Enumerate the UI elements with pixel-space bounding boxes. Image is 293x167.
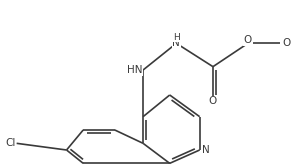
- Text: Cl: Cl: [5, 138, 16, 148]
- Text: N: N: [202, 145, 209, 155]
- Text: H: H: [173, 33, 180, 42]
- Text: N: N: [173, 38, 180, 48]
- Text: O: O: [244, 35, 252, 45]
- Text: O: O: [209, 96, 217, 106]
- Text: O: O: [282, 38, 291, 48]
- Text: O: O: [282, 38, 290, 48]
- Text: HN: HN: [127, 65, 142, 75]
- Text: H: H: [173, 34, 180, 44]
